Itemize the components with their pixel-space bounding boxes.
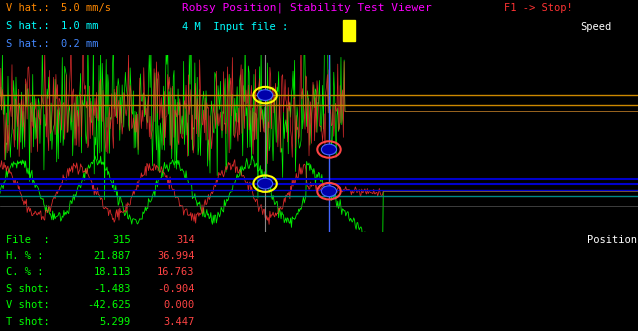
Text: 5.0 mm/s: 5.0 mm/s <box>61 3 110 13</box>
Text: Robsy Position| Stability Test Viewer: Robsy Position| Stability Test Viewer <box>182 3 431 13</box>
Ellipse shape <box>322 144 337 155</box>
Text: S shot:: S shot: <box>6 284 50 294</box>
Text: 315: 315 <box>112 235 131 245</box>
Ellipse shape <box>258 90 272 100</box>
Text: 21.887: 21.887 <box>93 251 131 261</box>
Text: 1.0 mm: 1.0 mm <box>61 21 98 31</box>
Text: T shot:: T shot: <box>6 316 50 327</box>
Text: -0.904: -0.904 <box>157 284 195 294</box>
Text: V shot:: V shot: <box>6 300 50 310</box>
Ellipse shape <box>258 178 272 189</box>
Text: -42.625: -42.625 <box>87 300 131 310</box>
Text: 16.763: 16.763 <box>157 267 195 277</box>
Text: S hat.:: S hat.: <box>6 39 50 49</box>
Text: 0.000: 0.000 <box>163 300 195 310</box>
Text: F1 -> Stop!: F1 -> Stop! <box>504 3 573 13</box>
Text: 0.2 mm: 0.2 mm <box>61 39 98 49</box>
Text: V hat.:: V hat.: <box>6 3 50 13</box>
Text: H. % :: H. % : <box>6 251 44 261</box>
Text: C. % :: C. % : <box>6 267 44 277</box>
Text: 314: 314 <box>176 235 195 245</box>
Text: S hat.:: S hat.: <box>6 21 50 31</box>
Text: 3.447: 3.447 <box>163 316 195 327</box>
Text: 18.113: 18.113 <box>93 267 131 277</box>
Text: Speed: Speed <box>581 22 612 32</box>
Text: -1.483: -1.483 <box>93 284 131 294</box>
Text: 36.994: 36.994 <box>157 251 195 261</box>
Text: 5.299: 5.299 <box>100 316 131 327</box>
Text: File  :: File : <box>6 235 50 245</box>
Bar <box>343 20 355 41</box>
Text: Position: Position <box>587 235 637 245</box>
Text: 4 M  Input file :: 4 M Input file : <box>182 22 288 32</box>
Ellipse shape <box>322 186 337 197</box>
